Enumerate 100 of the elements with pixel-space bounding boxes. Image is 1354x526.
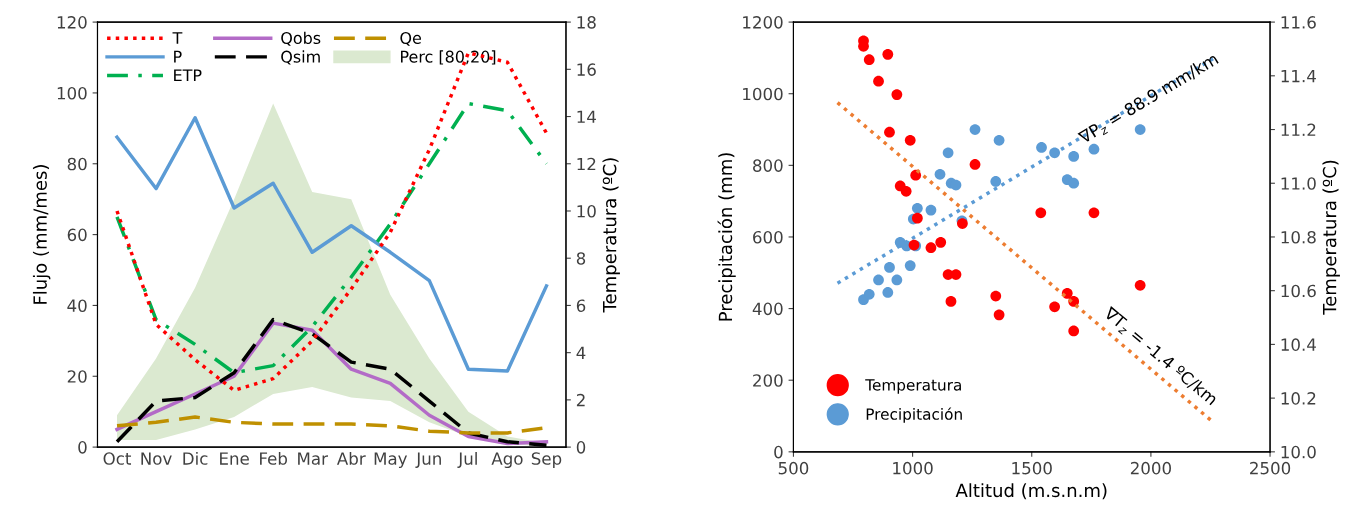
x-tick-label: Jul bbox=[457, 451, 477, 468]
y2-tick-label: 11.6 bbox=[1281, 16, 1316, 29]
point bbox=[891, 89, 903, 100]
point bbox=[884, 126, 895, 138]
point bbox=[993, 309, 1005, 321]
y2-axis-title: Temperatura (ºC) bbox=[1322, 160, 1340, 315]
x-tick-label: Ago bbox=[491, 452, 523, 469]
point bbox=[904, 134, 916, 146]
x-tick-label: Abr bbox=[336, 451, 366, 465]
point bbox=[904, 260, 916, 271]
y-tick-label: 40 bbox=[67, 299, 87, 312]
y2-tick-label: 10.2 bbox=[1281, 392, 1316, 405]
point bbox=[873, 274, 884, 286]
legend-label: Perc [80,20] bbox=[401, 50, 496, 65]
point bbox=[900, 185, 912, 197]
y2-tick-label: 10.6 bbox=[1281, 284, 1316, 298]
point bbox=[863, 288, 875, 300]
x-tick-label: 2000 bbox=[1130, 461, 1171, 475]
legend-label: P bbox=[174, 50, 182, 63]
point bbox=[1134, 279, 1146, 291]
point bbox=[1036, 142, 1047, 153]
point bbox=[873, 75, 884, 87]
y-tick-label: 200 bbox=[753, 374, 783, 387]
point bbox=[993, 134, 1005, 146]
x-tick-label: Oct bbox=[103, 452, 132, 465]
legend-label: Temperatura bbox=[865, 379, 961, 394]
point bbox=[934, 168, 946, 180]
point bbox=[911, 212, 923, 224]
point bbox=[925, 242, 937, 254]
y2-axis-title: Temperatura (ºC) bbox=[602, 158, 620, 313]
legend-label: Qobs bbox=[281, 31, 321, 46]
y-tick-label: 0 bbox=[78, 441, 87, 454]
legend-label: Qsim bbox=[281, 50, 320, 65]
point bbox=[1068, 177, 1080, 189]
y2-tick-label: 10.0 bbox=[1281, 445, 1316, 459]
y-tick-label: 400 bbox=[752, 302, 783, 316]
x-tick-label: May bbox=[374, 452, 408, 469]
y-tick-label: 120 bbox=[57, 16, 87, 29]
point bbox=[882, 287, 894, 298]
y2-tick-label: 10.8 bbox=[1281, 230, 1316, 244]
point bbox=[1088, 207, 1100, 219]
x-tick-label: 2500 bbox=[1250, 461, 1291, 475]
y-tick-label: 600 bbox=[753, 230, 783, 244]
x-tick-label: Ene bbox=[220, 452, 249, 465]
point bbox=[969, 124, 981, 135]
y2-tick-label: 18 bbox=[577, 16, 596, 29]
y-tick-label: 80 bbox=[67, 157, 87, 171]
line-series bbox=[115, 51, 549, 393]
x-tick-label: Mar bbox=[298, 452, 328, 465]
point bbox=[990, 290, 1002, 302]
point bbox=[1068, 151, 1080, 162]
y-tick-label: 100 bbox=[57, 86, 87, 100]
y2-tick-label: 4 bbox=[576, 346, 586, 359]
y-tick-label: 60 bbox=[67, 228, 87, 242]
point bbox=[990, 176, 1002, 187]
point bbox=[891, 274, 903, 286]
y2-tick-label: 8 bbox=[576, 252, 586, 265]
point bbox=[935, 236, 947, 248]
x-tick-label: Dic bbox=[183, 451, 208, 465]
y-tick-label: 0 bbox=[774, 445, 783, 459]
point bbox=[942, 147, 954, 159]
x-tick-label: Nov bbox=[141, 452, 172, 465]
point bbox=[1049, 301, 1060, 313]
y-axis-title: Flujo (mm/mes) bbox=[32, 165, 51, 304]
legend-label: Precipitación bbox=[866, 407, 962, 423]
point bbox=[1068, 325, 1080, 337]
annotation: ∇T$_{z}$ = -1.4 ºC/km bbox=[1101, 305, 1219, 408]
y2-tick-label: 10 bbox=[577, 204, 596, 218]
point bbox=[882, 48, 894, 60]
point bbox=[950, 179, 962, 191]
y-tick-label: 1200 bbox=[743, 16, 783, 29]
point bbox=[925, 204, 937, 216]
y2-tick-label: 16 bbox=[577, 63, 596, 76]
x-tick-label: 1500 bbox=[1012, 461, 1052, 475]
point bbox=[863, 54, 875, 66]
point bbox=[884, 262, 895, 273]
x-tick-label: 1000 bbox=[893, 461, 933, 475]
y-tick-label: 1000 bbox=[743, 87, 783, 101]
y2-tick-label: 11.2 bbox=[1281, 123, 1316, 136]
x-tick-label: Feb bbox=[260, 451, 288, 465]
x-tick-label: 500 bbox=[778, 461, 809, 475]
y2-tick-label: 2 bbox=[576, 393, 585, 407]
legend-label: Qe bbox=[400, 31, 421, 46]
x-tick-label: Jun bbox=[415, 452, 441, 468]
point bbox=[1134, 124, 1146, 135]
y2-tick-label: 6 bbox=[576, 299, 586, 312]
y2-tick-label: 12 bbox=[577, 157, 596, 171]
point bbox=[945, 296, 957, 307]
y2-tick-label: 11.0 bbox=[1281, 177, 1316, 190]
legend-label: ETP bbox=[174, 69, 202, 82]
y2-tick-label: 0 bbox=[576, 441, 586, 454]
y2-tick-label: 11.4 bbox=[1281, 69, 1316, 83]
point bbox=[969, 159, 981, 170]
y-tick-label: 800 bbox=[753, 159, 783, 172]
y-tick-label: 20 bbox=[67, 370, 87, 383]
y-axis-title: Precipitación (mm) bbox=[717, 153, 736, 321]
x-tick-label: Sep bbox=[531, 452, 562, 469]
x-axis-title: Altitud (m.s.n.m) bbox=[955, 483, 1107, 500]
point bbox=[1035, 207, 1047, 219]
y2-tick-label: 14 bbox=[577, 110, 596, 123]
